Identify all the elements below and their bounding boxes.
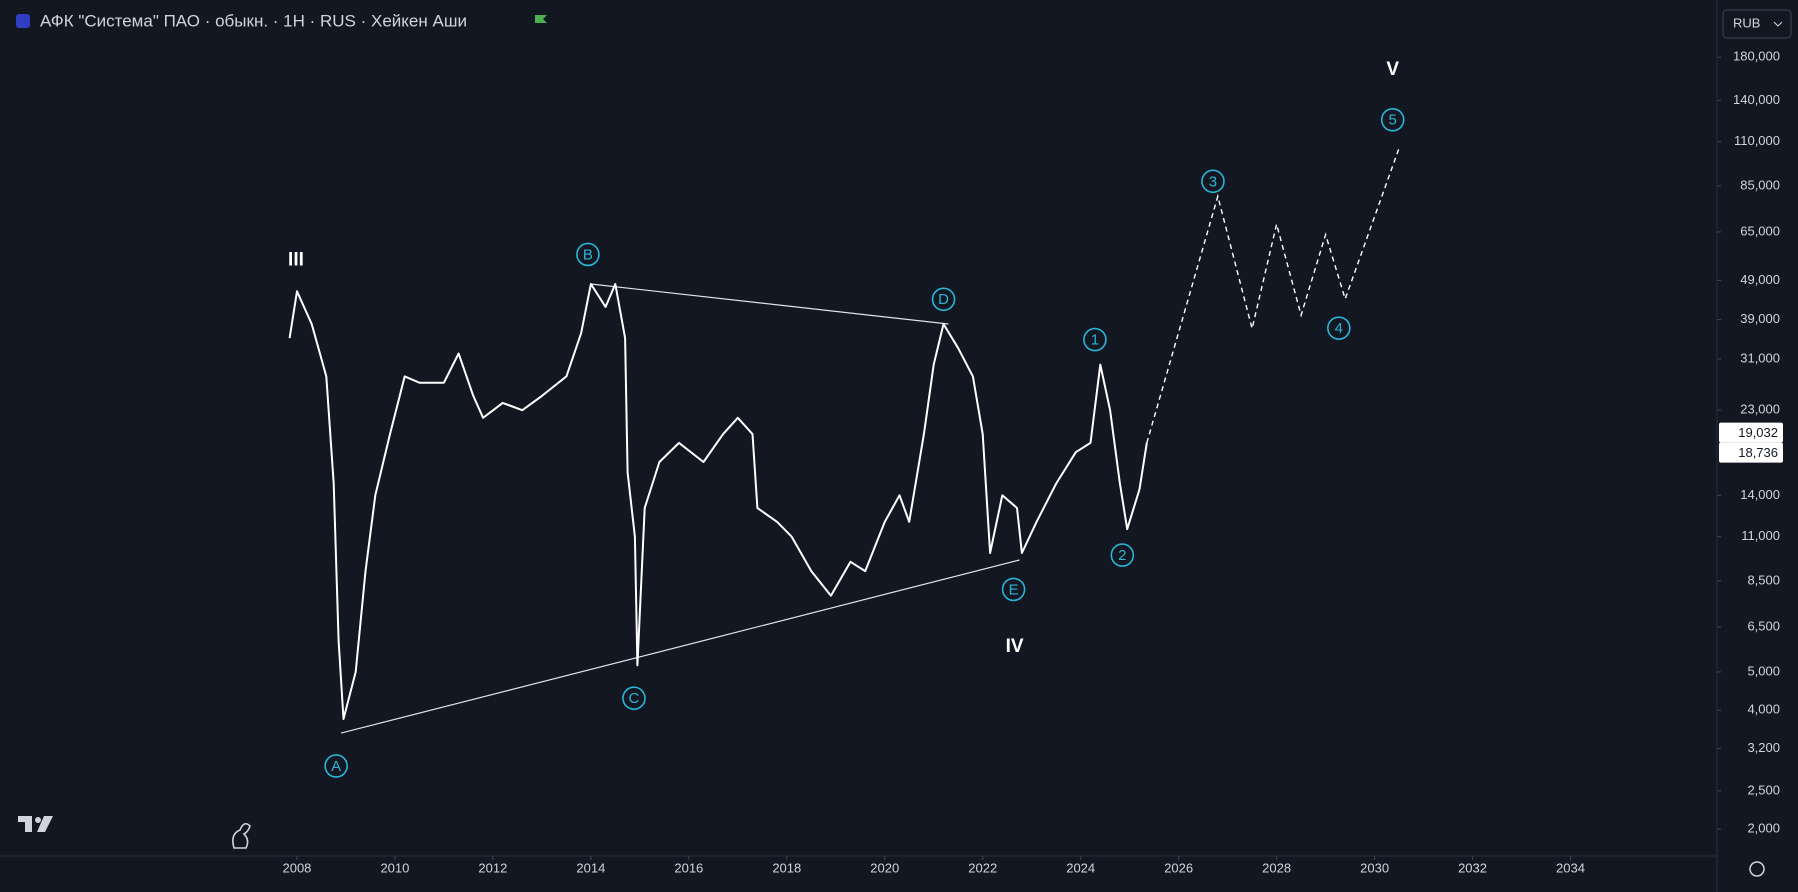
currency-button[interactable] — [1722, 9, 1792, 39]
wave-label: 5 — [1389, 112, 1397, 129]
wave-label-circle — [324, 754, 348, 778]
wave-label-circle — [576, 242, 600, 267]
wave-label-circle — [1327, 316, 1351, 340]
wave-label: 3 — [1209, 173, 1217, 190]
settings-icon[interactable] — [1749, 861, 1765, 877]
wave-label: B — [583, 246, 593, 263]
y-tick-label: 11,000 — [1741, 528, 1780, 543]
wave-label-circle — [1110, 543, 1135, 567]
x-tick-label: 2020 — [870, 860, 899, 875]
price-label-box — [1719, 422, 1783, 443]
trendline — [340, 559, 1020, 734]
x-tick-label: 2034 — [1556, 860, 1585, 875]
wave-label-circle — [1380, 107, 1405, 132]
tv-logo — [18, 816, 53, 832]
y-tick-label: 23,000 — [1740, 402, 1780, 417]
x-tick-label: 2032 — [1458, 860, 1487, 875]
wave-label: 2 — [1118, 547, 1126, 564]
wave-label: E — [1009, 581, 1019, 598]
dino-icon — [232, 822, 251, 849]
y-tick-label: 31,000 — [1740, 350, 1780, 365]
y-tick-label: 2,000 — [1747, 821, 1780, 836]
trendline — [590, 283, 949, 325]
x-tick-label: 2008 — [282, 860, 311, 875]
wave-label: A — [331, 758, 341, 775]
chevron — [1773, 21, 1783, 27]
y-tick-label: 39,000 — [1740, 311, 1780, 326]
y-tick-label: 5,000 — [1747, 663, 1780, 678]
projection-line — [1146, 147, 1400, 444]
price-label: 18,736 — [1738, 445, 1778, 460]
y-tick-label: 2,500 — [1747, 782, 1780, 797]
wave-label-circle — [1001, 577, 1026, 602]
symbol-icon — [16, 14, 30, 28]
x-tick-label: 2010 — [380, 860, 409, 875]
y-tick-label: 49,000 — [1740, 272, 1780, 287]
y-tick-label: 6,500 — [1747, 618, 1780, 633]
wave-label-circle — [622, 686, 646, 711]
price-label-box — [1719, 442, 1783, 463]
wave-label-roman: V — [1386, 59, 1399, 80]
x-tick-label: 2024 — [1066, 860, 1095, 875]
price-line — [288, 283, 1148, 720]
wave-label-roman: IV — [1006, 636, 1024, 657]
y-tick-label: 4,000 — [1747, 702, 1780, 717]
x-tick-label: 2016 — [674, 860, 703, 875]
y-tick-label: 110,000 — [1734, 133, 1780, 148]
wave-label-circle — [1083, 327, 1107, 352]
y-tick-label: 85,000 — [1740, 177, 1780, 192]
x-tick-label: 2012 — [478, 860, 507, 875]
x-tick-label: 2026 — [1164, 860, 1193, 875]
wave-label-circle — [931, 287, 956, 312]
x-tick-label: 2018 — [772, 860, 801, 875]
wave-label-circle — [1201, 169, 1225, 194]
wave-label: C — [629, 690, 640, 707]
y-tick-label: 65,000 — [1740, 223, 1780, 238]
y-tick-label: 14,000 — [1740, 487, 1780, 502]
wave-label: 1 — [1091, 332, 1099, 349]
price-label: 19,032 — [1738, 425, 1778, 440]
y-tick-label: 3,200 — [1747, 740, 1780, 755]
flag-icon — [535, 15, 547, 23]
wave-label: D — [938, 291, 949, 308]
y-tick-label: 8,500 — [1747, 572, 1780, 587]
x-tick-label: 2014 — [576, 860, 605, 875]
x-tick-label: 2022 — [968, 860, 997, 875]
y-tick-label: 140,000 — [1733, 92, 1780, 107]
wave-label: 4 — [1335, 320, 1343, 337]
currency: RUB — [1733, 15, 1760, 30]
chart-title: АФК "Система" ПАО · обыкн. · 1H · RUS · … — [40, 11, 467, 30]
y-tick-label: 180,000 — [1733, 49, 1780, 64]
wave-label-roman: III — [288, 250, 304, 271]
x-tick-label: 2030 — [1360, 860, 1389, 875]
x-tick-label: 2028 — [1262, 860, 1291, 875]
